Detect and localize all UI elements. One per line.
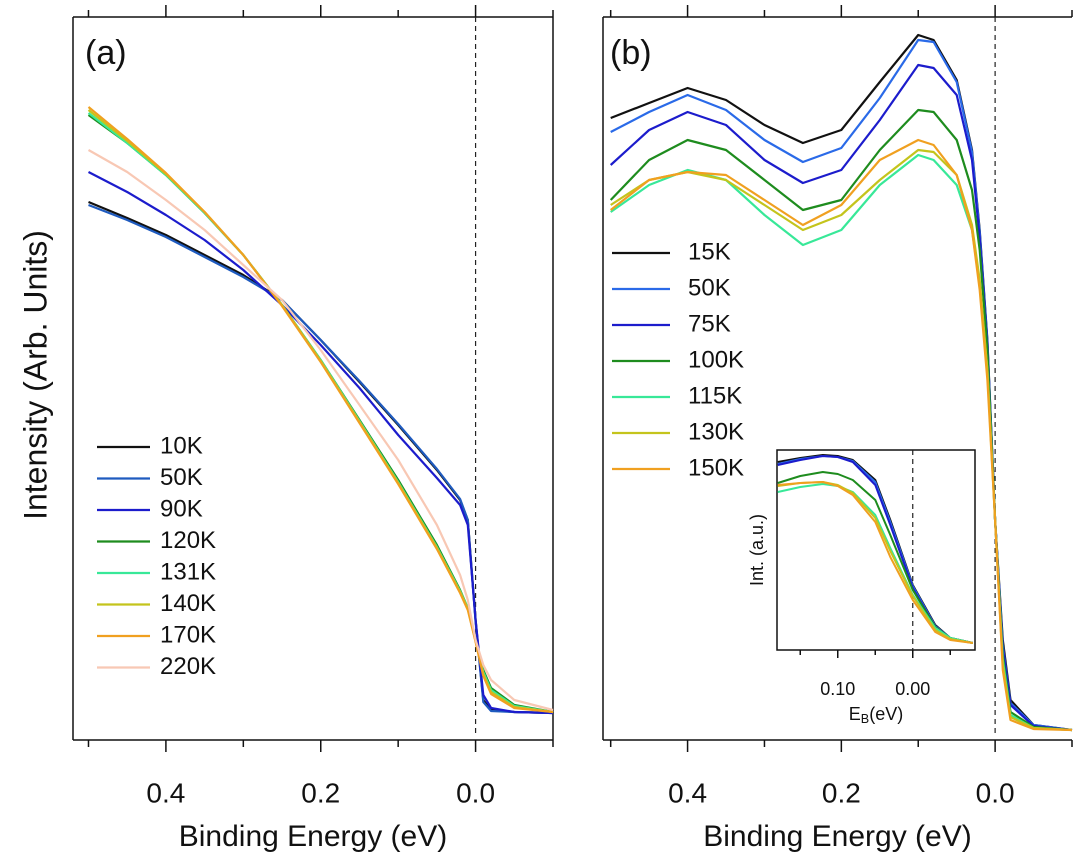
legend-label: 120K [160,527,216,554]
legend-label: 50K [688,274,731,301]
x-axis-label: EB(eV) [849,704,903,727]
legend-label: 75K [688,310,731,337]
x-axis-label-sub: B [861,712,869,726]
x-tick-label: 0.4 [146,777,185,808]
legend-label: 150K [688,454,744,481]
y-axis-label: Int. (a.u.) [747,514,767,586]
legend-label: 100K [688,346,744,373]
legend-label: 130K [688,418,744,445]
x-axis-label: Binding Energy (eV) [179,820,447,853]
series-line [87,171,554,715]
series-line [610,138,1073,732]
x-tick-label: 0.0 [456,777,495,808]
series-line [88,200,554,715]
y-axis-label: Intensity (Arb. Units) [17,230,53,520]
series-line [88,203,554,715]
series-line [87,114,554,714]
series-line [87,109,554,714]
series-line [777,481,973,644]
legend-label: 115K [688,382,742,409]
x-tick-label: 0.2 [301,777,340,808]
series-line [87,149,554,712]
panel-label: (a) [85,34,127,72]
legend-label: 90K [160,495,203,522]
legend-label: 50K [160,464,203,491]
legend-label: 220K [160,653,216,680]
x-tick-label: 0.00 [895,679,930,699]
legend-label: 15K [688,238,731,265]
legend-label: 140K [160,590,216,617]
x-tick-label: 0.4 [668,777,707,808]
x-tick-label: 0.0 [976,777,1015,808]
x-tick-label: 0.2 [822,777,861,808]
series-line [87,106,554,714]
x-axis-label-main: E [849,704,861,724]
x-axis-label-rest: (eV) [869,704,903,724]
legend-label: 170K [160,621,216,648]
series-line [777,483,974,644]
panel-label: (b) [610,34,652,72]
x-axis-label: Binding Energy (eV) [703,820,971,853]
series-line [87,112,554,714]
x-tick-label: 0.10 [820,679,855,699]
legend-label: 10K [160,432,203,459]
legend-label: 131K [160,558,216,585]
